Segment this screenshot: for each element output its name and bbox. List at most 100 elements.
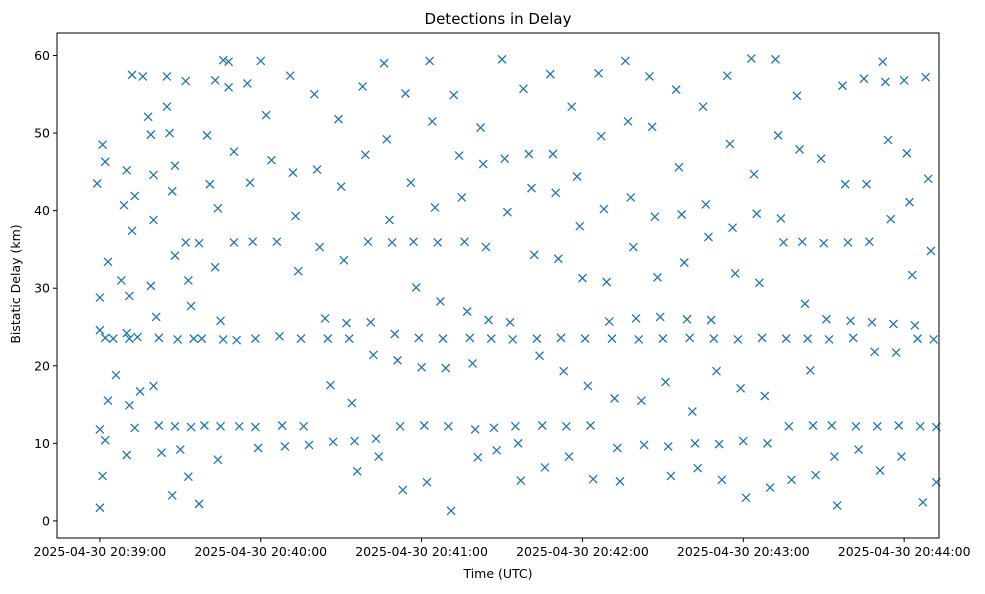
data-point-marker: [854, 445, 864, 455]
data-point-marker: [181, 237, 191, 247]
data-point-marker: [639, 440, 649, 450]
data-point-marker: [387, 237, 397, 247]
data-point-marker: [484, 315, 494, 325]
x-tick-label: 2025-04-30 20:41:00: [355, 544, 488, 559]
data-point-marker: [234, 421, 244, 431]
data-point-marker: [170, 161, 180, 171]
data-point-marker: [516, 476, 526, 486]
y-tick-label: 30: [34, 281, 50, 296]
x-tick-label: 2025-04-30 20:40:00: [194, 544, 327, 559]
y-tick-label: 60: [34, 48, 50, 63]
data-point-marker: [551, 188, 561, 198]
data-point-marker: [848, 333, 858, 343]
data-point-marker: [532, 334, 542, 344]
data-point-marker: [267, 155, 276, 165]
data-point-marker: [712, 366, 721, 376]
data-point-marker: [328, 437, 338, 447]
data-point-marker: [653, 272, 662, 282]
data-point-marker: [647, 122, 657, 132]
data-point-marker: [149, 215, 158, 225]
data-point-marker: [245, 178, 255, 188]
data-point-marker: [773, 130, 783, 140]
data-point-marker: [811, 470, 821, 480]
data-point-marker: [427, 116, 437, 126]
data-point-marker: [435, 296, 445, 306]
data-point-marker: [414, 333, 424, 343]
data-point-marker: [470, 424, 480, 434]
data-point-marker: [216, 421, 225, 431]
data-point-marker: [779, 237, 788, 247]
data-point-marker: [529, 250, 539, 260]
data-point-marker: [709, 334, 719, 344]
data-point-marker: [880, 77, 890, 87]
y-axis-label: Bistatic Delay (km): [8, 224, 23, 343]
data-point-marker: [122, 450, 132, 460]
data-point-marker: [304, 440, 314, 450]
data-point-marker: [232, 335, 242, 345]
data-point-marker: [194, 499, 204, 509]
data-point-marker: [663, 442, 673, 451]
data-point-marker: [771, 54, 780, 64]
data-point-marker: [784, 421, 794, 431]
data-point-marker: [628, 242, 638, 252]
data-point-marker: [465, 333, 475, 343]
data-point-marker: [787, 475, 797, 485]
data-point-marker: [905, 197, 914, 207]
data-point-marker: [671, 85, 681, 95]
data-point-marker: [285, 71, 295, 81]
data-point-marker: [661, 377, 671, 387]
data-point-marker: [409, 237, 419, 247]
data-point-marker: [462, 307, 472, 316]
data-point-marker: [98, 140, 108, 150]
data-point-marker: [250, 422, 260, 432]
x-tick-label: 2025-04-30 20:42:00: [516, 544, 649, 559]
data-point-marker: [122, 328, 132, 338]
data-point-marker: [698, 102, 708, 112]
data-point-marker: [840, 179, 850, 189]
data-point-marker: [757, 333, 767, 343]
data-point-marker: [138, 71, 148, 81]
data-point-marker: [95, 325, 105, 335]
data-point-marker: [703, 232, 713, 242]
data-point-marker: [730, 269, 740, 278]
data-point-marker: [594, 68, 603, 78]
data-point-marker: [157, 448, 167, 458]
data-point-marker: [870, 347, 880, 357]
data-point-marker: [612, 443, 622, 453]
data-point-marker: [897, 452, 906, 462]
data-point-marker: [610, 393, 620, 403]
data-point-marker: [867, 317, 877, 327]
y-tick-label: 50: [34, 126, 50, 141]
data-point-marker: [146, 130, 156, 140]
data-point-marker: [103, 257, 113, 267]
data-point-marker: [577, 273, 587, 283]
x-tick-label: 2025-04-30 20:39:00: [34, 544, 167, 559]
data-point-marker: [146, 281, 156, 291]
data-point-marker: [197, 334, 207, 344]
data-point-marker: [216, 316, 225, 326]
data-point-marker: [253, 443, 263, 453]
data-point-marker: [706, 315, 716, 325]
data-point-marker: [352, 466, 362, 476]
data-point-marker: [808, 421, 818, 430]
data-point-marker: [393, 355, 402, 365]
data-point-marker: [894, 421, 904, 430]
data-point-marker: [513, 438, 523, 448]
data-point-marker: [921, 72, 931, 82]
data-point-marker: [862, 179, 872, 189]
data-point-marker: [505, 317, 515, 327]
data-point-marker: [923, 174, 933, 184]
data-point-marker: [347, 398, 357, 408]
data-point-marker: [792, 91, 802, 101]
data-point-marker: [419, 421, 429, 430]
data-point-marker: [111, 370, 121, 380]
data-point-marker: [878, 57, 888, 67]
data-point-marker: [430, 203, 440, 212]
data-point-marker: [100, 435, 110, 445]
data-point-marker: [449, 90, 459, 100]
data-point-marker: [519, 84, 528, 94]
data-point-marker: [634, 334, 644, 344]
data-point-marker: [875, 466, 885, 475]
data-point-marker: [315, 242, 325, 252]
y-tick-label: 10: [34, 436, 50, 451]
